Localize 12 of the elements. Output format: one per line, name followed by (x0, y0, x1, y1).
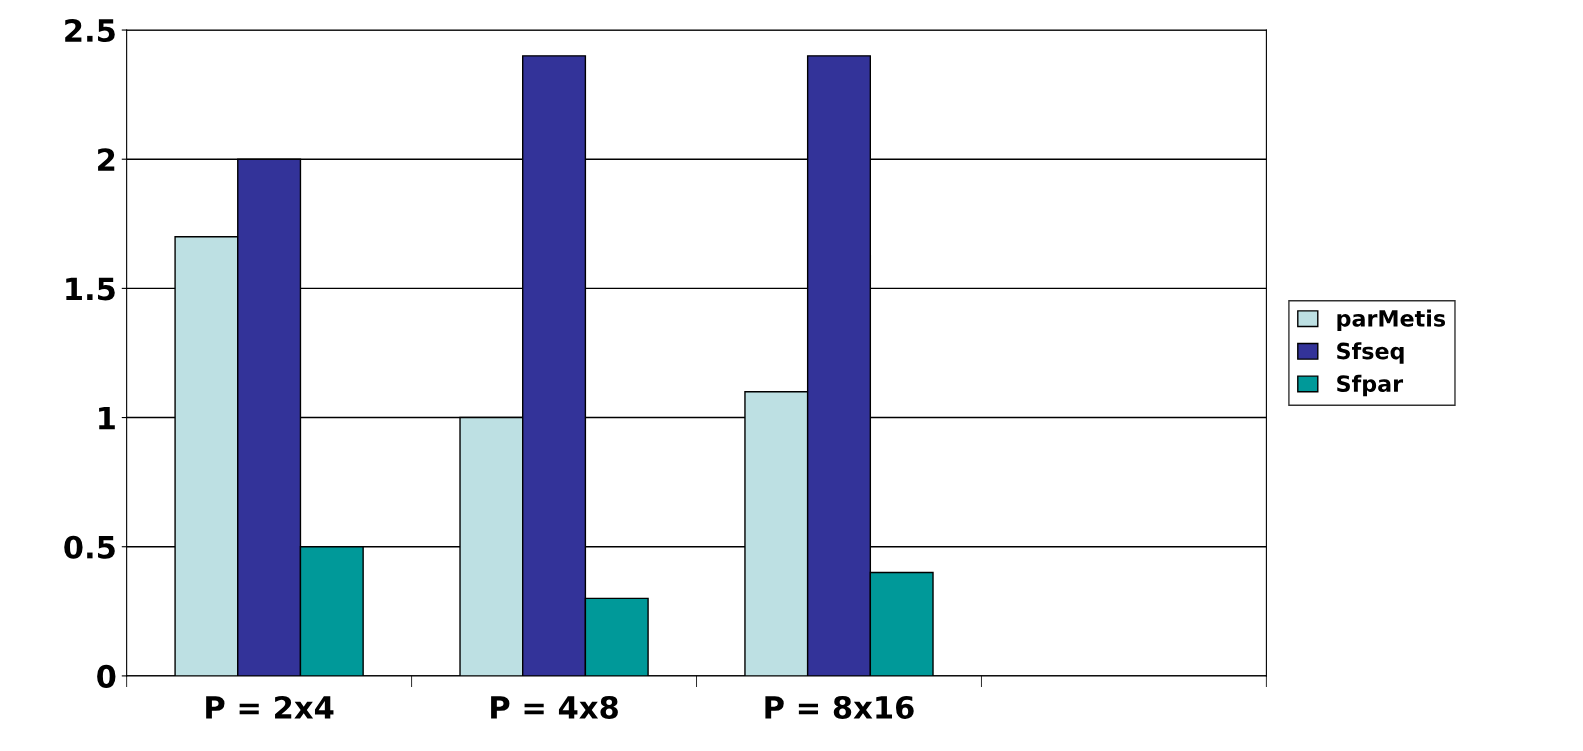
y-tick-label: 0 (97, 664, 116, 688)
x-tick-label: P = 4x8 (491, 695, 618, 719)
y-tick-label: 1 (99, 406, 115, 430)
x-tick-label: P = 8x16 (765, 695, 914, 719)
legend-label: Sfseq (1337, 342, 1404, 364)
y-tick-label: 2 (98, 148, 115, 171)
legend-label: Sfpar (1337, 374, 1404, 397)
x-tick-label: P = 2x4 (206, 695, 334, 719)
y-tick-label: 0.5 (64, 535, 115, 559)
legend-label: parMetis (1337, 309, 1446, 332)
y-tick-label: 2.5 (65, 18, 115, 43)
y-tick-label: 1.5 (66, 277, 115, 301)
